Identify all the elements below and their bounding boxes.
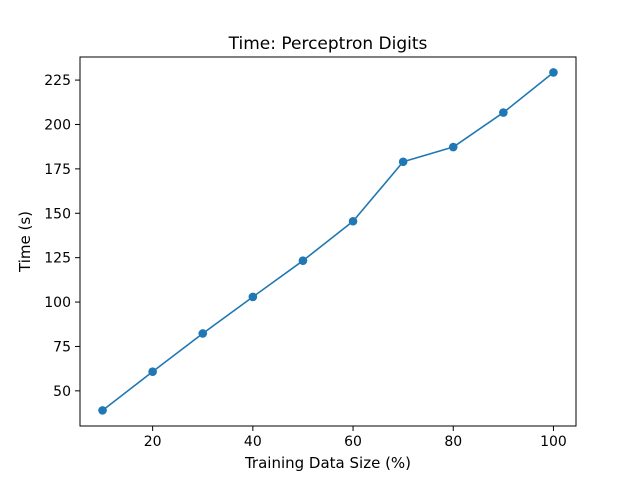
y-axis: 50 75 100 125 150 175 200 225 (44, 73, 80, 400)
x-tick-label: 20 (144, 434, 162, 450)
y-tick-label: 200 (44, 117, 71, 133)
axes-frame (79, 56, 577, 427)
x-tick-label: 60 (344, 434, 362, 450)
data-point (198, 329, 208, 338)
data-point (148, 367, 157, 376)
series-line (102, 71, 554, 412)
x-tick-label: 80 (444, 434, 462, 450)
data-point (348, 216, 358, 226)
data-point (499, 108, 508, 117)
y-axis-label: Time (s) (16, 211, 34, 273)
data-point (448, 142, 458, 152)
x-axis: 20 40 60 80 100 (144, 426, 567, 450)
data-point (98, 406, 107, 415)
y-tick-label: 75 (53, 339, 71, 355)
data-point (398, 157, 408, 167)
data-point (248, 292, 258, 302)
y-tick-label: 150 (44, 206, 71, 222)
y-tick-label: 175 (44, 162, 71, 178)
y-tick-label: 125 (44, 251, 71, 267)
x-tick-label: 40 (244, 434, 262, 450)
data-point (298, 256, 308, 265)
x-tick-label: 100 (540, 434, 567, 450)
y-tick-label: 50 (53, 384, 71, 400)
chart-title: Time: Perceptron Digits (228, 34, 428, 54)
data-point (549, 68, 558, 77)
x-axis-label: Training Data Size (%) (244, 454, 411, 472)
y-tick-label: 225 (44, 73, 71, 89)
y-tick-label: 100 (44, 295, 71, 311)
plot-area (98, 68, 558, 415)
